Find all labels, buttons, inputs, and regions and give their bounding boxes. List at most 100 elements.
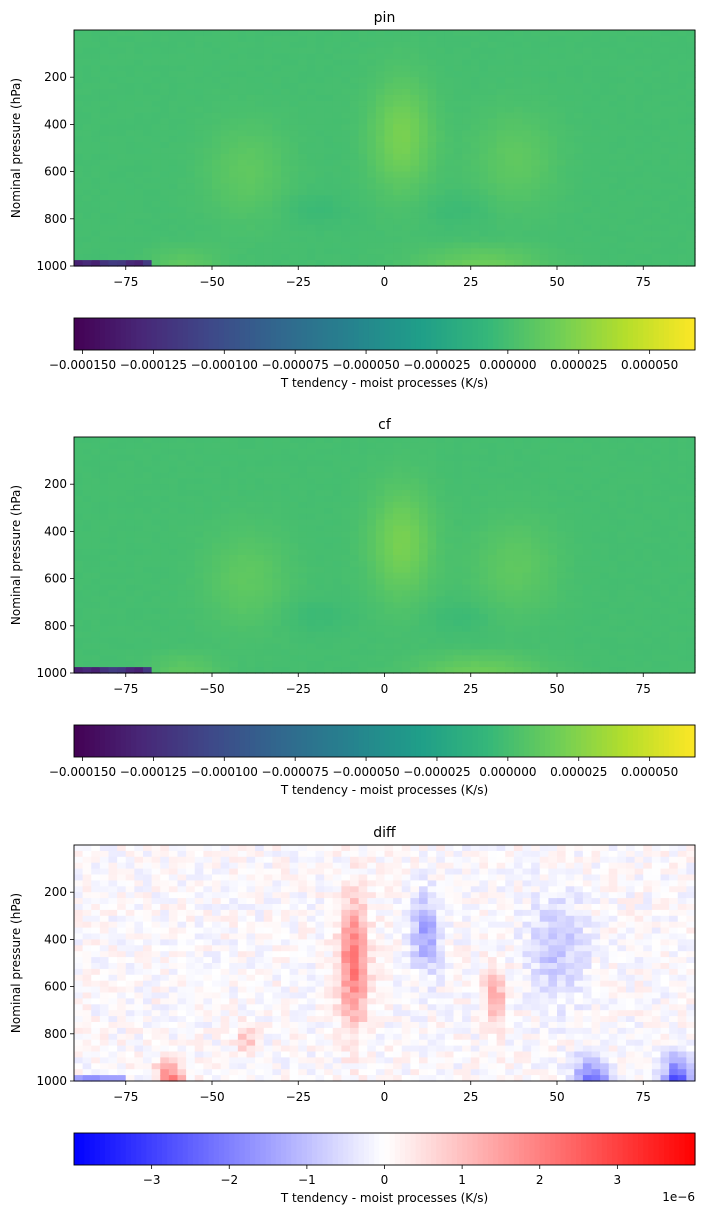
heatmap-cell	[427, 195, 437, 202]
heatmap-cell	[246, 437, 256, 444]
heatmap-cell	[384, 148, 394, 155]
heatmap-cell	[125, 637, 135, 645]
heatmap-cell	[186, 466, 196, 473]
heatmap-cell	[367, 614, 377, 621]
heatmap-cell	[306, 242, 317, 249]
heatmap-cell	[591, 260, 601, 267]
heatmap-cell	[367, 65, 377, 72]
heatmap-cell	[582, 65, 593, 72]
heatmap-cell	[143, 625, 153, 633]
heatmap-cell	[462, 549, 472, 556]
heatmap-cell	[255, 442, 265, 450]
heatmap-cell	[108, 478, 118, 485]
heatmap-cell	[134, 65, 144, 72]
heatmap-cell	[574, 218, 584, 226]
heatmap-cell	[82, 460, 92, 468]
heatmap-cell	[531, 53, 541, 61]
heatmap-cell	[470, 171, 480, 179]
heatmap-cell	[660, 118, 670, 125]
heatmap-cell	[332, 59, 342, 66]
heatmap-cell	[410, 543, 420, 550]
heatmap-cell	[479, 472, 489, 479]
colorbar-tick-label: −0.000025	[403, 358, 470, 372]
heatmap-cell	[168, 543, 179, 550]
heatmap-cell	[134, 549, 144, 556]
heatmap-cell	[375, 507, 386, 515]
heatmap-cell	[229, 218, 239, 226]
heatmap-cell	[74, 643, 84, 650]
heatmap-cell	[220, 171, 230, 179]
heatmap-cell	[436, 130, 446, 137]
heatmap-cell	[298, 596, 308, 603]
heatmap-cell	[427, 525, 437, 532]
heatmap-cell	[134, 212, 144, 220]
heatmap-cell	[384, 637, 394, 645]
heatmap-cell	[143, 207, 153, 214]
heatmap-cell	[324, 549, 334, 556]
heatmap-cell	[263, 47, 273, 55]
heatmap-cell	[99, 224, 110, 232]
heatmap-cell	[263, 460, 273, 468]
heatmap-cell	[194, 578, 204, 586]
heatmap-cell	[212, 65, 222, 72]
heatmap-cell	[462, 631, 472, 639]
heatmap-cell	[367, 661, 377, 668]
heatmap-cell	[220, 71, 230, 78]
heatmap-cell	[186, 100, 196, 108]
heatmap-cell	[358, 236, 368, 243]
heatmap-cell	[125, 614, 135, 621]
heatmap-cell	[74, 260, 84, 267]
heatmap-cell	[194, 478, 204, 485]
heatmap-cell	[669, 165, 679, 173]
heatmap-cell	[565, 153, 575, 161]
heatmap-cell	[436, 201, 446, 208]
colorbar-segment	[534, 318, 541, 350]
heatmap-cell	[410, 608, 420, 615]
heatmap-cell	[186, 560, 196, 568]
heatmap-cell	[574, 260, 584, 267]
chart-panel-cf: cf−75 −50 −25 0 25 50 752004006008001000Nomina…	[9, 417, 696, 797]
heatmap-cell	[470, 555, 480, 562]
heatmap-cell	[315, 608, 325, 615]
heatmap-cell	[384, 555, 394, 562]
heatmap-cell	[229, 608, 239, 615]
heatmap-cell	[220, 218, 230, 226]
heatmap-cell	[591, 183, 601, 190]
heatmap-cell	[660, 153, 670, 161]
heatmap-cell	[289, 59, 299, 66]
heatmap-cell	[229, 437, 239, 444]
heatmap-cell	[117, 501, 127, 509]
heatmap-cell	[350, 230, 360, 238]
heatmap-cell	[212, 625, 222, 633]
heatmap-cell	[419, 153, 429, 161]
heatmap-cell	[375, 555, 386, 562]
heatmap-cell	[505, 201, 515, 208]
heatmap-cell	[350, 590, 360, 597]
heatmap-cell	[496, 248, 506, 255]
heatmap-cell	[74, 448, 84, 456]
heatmap-cell	[479, 643, 489, 650]
heatmap-cell	[272, 83, 282, 90]
heatmap-cell	[375, 602, 386, 609]
heatmap-cell	[306, 448, 317, 456]
heatmap-cell	[617, 218, 627, 226]
heatmap-cell	[479, 159, 489, 167]
heatmap-cell	[263, 201, 273, 208]
heatmap-cell	[651, 59, 662, 66]
heatmap-cell	[505, 136, 515, 143]
heatmap-cell	[289, 195, 299, 202]
heatmap-cell	[600, 201, 610, 208]
heatmap-cell	[306, 572, 317, 580]
heatmap-cell	[143, 572, 153, 580]
heatmap-cell	[401, 484, 411, 491]
heatmap-cell	[669, 77, 679, 84]
heatmap-cell	[125, 218, 135, 226]
heatmap-cell	[177, 454, 187, 462]
heatmap-cell	[117, 41, 127, 49]
heatmap-cell	[237, 189, 248, 196]
heatmap-cell	[419, 655, 429, 662]
heatmap-cell	[367, 136, 377, 143]
heatmap-cell	[237, 442, 248, 450]
heatmap-cell	[177, 47, 187, 55]
heatmap-cell	[306, 578, 317, 586]
